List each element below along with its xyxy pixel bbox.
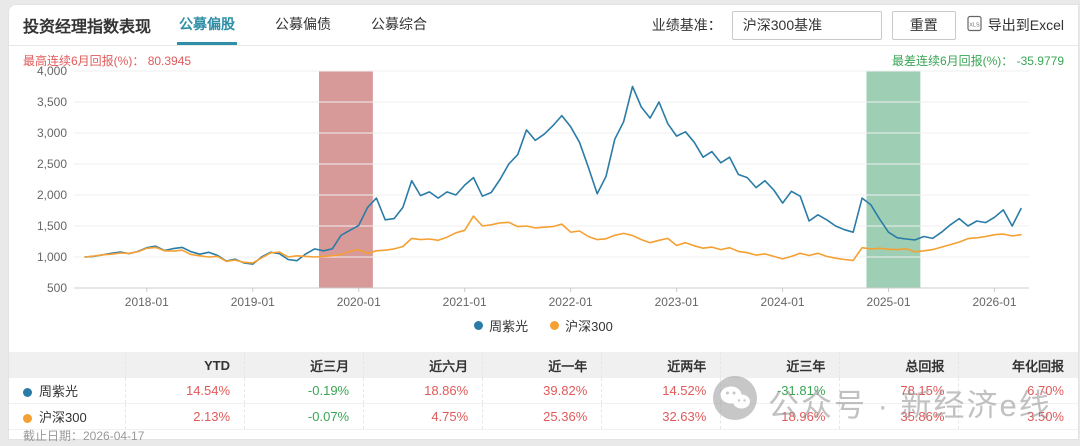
- header-bar: 投资经理指数表现 公募偏股 公募偏债 公募综合 业绩基准： 沪深300基准 重置…: [9, 5, 1078, 46]
- y-axis-label: 1,000: [37, 250, 67, 264]
- legend-label: 沪深300: [565, 319, 613, 334]
- return-value-cell: -0.19%: [244, 378, 364, 404]
- return-value-cell: 25.36%: [482, 403, 602, 430]
- worst-6m-return: 最差连续6月回报(%)： -35.9779: [892, 52, 1064, 69]
- worst-6m-value: -35.9779: [1016, 54, 1064, 68]
- y-axis-label: 3,000: [37, 126, 67, 140]
- return-value-cell: 14.52%: [601, 378, 721, 404]
- return-value-cell: 35.86%: [839, 403, 959, 430]
- table-header-cell: 年化回报: [958, 352, 1078, 378]
- table-header-cell: 近两年: [601, 352, 721, 378]
- excel-icon: XLS: [966, 15, 983, 35]
- series-dot: [23, 414, 32, 423]
- y-axis-label: 2,000: [37, 188, 67, 202]
- best-6m-return: 最高连续6月回报(%)： 80.3945: [23, 52, 191, 69]
- series-name[interactable]: 周紫光: [39, 384, 79, 399]
- export-excel-button[interactable]: XLS 导出到Excel: [966, 15, 1064, 35]
- return-value-cell: 14.54%: [124, 378, 245, 404]
- performance-table: YTD 近三月 近六月 近一年 近两年 近三年 总回报 年化回报周紫光 14.54% -0.19%…: [9, 352, 1078, 430]
- legend-item-manager[interactable]: 周紫光: [474, 316, 528, 335]
- table-header-row: YTD 近三月 近六月 近一年 近两年 近三年 总回报 年化回报: [9, 352, 1078, 378]
- table-header-cell: 近三年: [720, 352, 840, 378]
- as-of-date: 截止日期：2026-04-17: [23, 429, 145, 443]
- page-title: 投资经理指数表现: [23, 19, 152, 36]
- best-6m-value: 80.3945: [147, 54, 192, 68]
- tab-public-composite[interactable]: 公募综合: [371, 15, 428, 32]
- tab-public-equity[interactable]: 公募偏股: [177, 5, 238, 45]
- tab-public-bond[interactable]: 公募偏债: [275, 15, 332, 32]
- y-axis-label: 2,500: [37, 157, 67, 171]
- return-value-cell: 18.96%: [720, 403, 840, 430]
- panel-card: 投资经理指数表现 公募偏股 公募偏债 公募综合 业绩基准： 沪深300基准 重置…: [8, 4, 1080, 443]
- return-value-cell: 78.15%: [839, 378, 959, 404]
- x-axis-label: 2019-01: [231, 295, 275, 309]
- table-header-cell: 近三月: [244, 352, 364, 378]
- x-axis-label: 2023-01: [655, 295, 699, 309]
- worst-6m-label: 最差连续6月回报(%)：: [891, 54, 1014, 68]
- series-name-cell: 沪深300: [9, 403, 126, 430]
- table-header-cell: [9, 352, 126, 378]
- performance-line-chart[interactable]: 500 1,000 1,500 2,000 2,500 3,000 3,500 4,000 20…: [9, 61, 1080, 313]
- return-value-cell: 39.82%: [482, 378, 602, 404]
- return-value-cell: 2.13%: [124, 403, 245, 430]
- legend-item-benchmark[interactable]: 沪深300: [550, 316, 613, 335]
- svg-text:XLS: XLS: [969, 23, 980, 29]
- legend-label: 周紫光: [489, 319, 529, 334]
- series-name[interactable]: 沪深300: [39, 410, 87, 425]
- highlight-band-1: [866, 71, 921, 288]
- y-axis-label: 1,500: [37, 219, 67, 233]
- legend-dot-blue: [474, 321, 484, 330]
- return-value-cell: 4.75%: [363, 403, 483, 430]
- benchmark-value: 沪深300基准: [742, 17, 823, 33]
- x-axis-label: 2020-01: [337, 295, 381, 309]
- x-axis-label: 2018-01: [125, 295, 169, 309]
- table-header-cell: 近六月: [363, 352, 483, 378]
- x-axis-label: 2026-01: [972, 295, 1016, 309]
- series-name-cell: 周紫光: [9, 378, 126, 404]
- stats-row: 最高连续6月回报(%)： 80.3945 最差连续6月回报(%)： -35.97…: [9, 46, 1078, 69]
- series-line-1: [84, 215, 1022, 264]
- y-axis-label: 3,500: [37, 95, 67, 109]
- y-axis-label: 4,000: [37, 64, 67, 78]
- table-header-cell: 近一年: [482, 352, 602, 378]
- benchmark-label: 业绩基准：: [651, 17, 722, 33]
- table-row: 沪深300 2.13% -0.07% 4.75% 25.36% 32.63% 18.96% 3…: [9, 403, 1078, 430]
- export-label: 导出到Excel: [987, 17, 1064, 33]
- x-axis-label: 2021-01: [443, 295, 487, 309]
- return-value-cell: 18.86%: [363, 378, 483, 404]
- table-row: 周紫光 14.54% -0.19% 18.86% 39.82% 14.52% -31.81%…: [9, 378, 1078, 404]
- performance-table-wrap: YTD 近三月 近六月 近一年 近两年 近三年 总回报 年化回报周紫光 14.54% -0.19%…: [9, 352, 1078, 430]
- benchmark-select[interactable]: 沪深300基准: [731, 10, 882, 40]
- x-axis-label: 2024-01: [761, 295, 805, 309]
- x-axis-label: 2025-01: [867, 295, 911, 309]
- return-value-cell: -31.81%: [720, 378, 840, 404]
- best-6m-label: 最高连续6月回报(%)：: [23, 54, 145, 68]
- legend-dot-orange: [550, 321, 560, 330]
- series-dot: [23, 388, 32, 397]
- table-header-cell: YTD: [124, 352, 245, 378]
- header-controls: 业绩基准： 沪深300基准 重置 XLS 导出到Excel: [652, 5, 1064, 45]
- return-value-cell: -0.07%: [244, 403, 364, 430]
- chart-legend: 周紫光 沪深300: [9, 316, 1078, 335]
- reset-button[interactable]: 重置: [891, 10, 956, 40]
- y-axis-label: 500: [47, 281, 67, 295]
- x-axis-label: 2022-01: [549, 295, 593, 309]
- return-value-cell: 32.63%: [601, 403, 721, 430]
- tab-bar: 公募偏股 公募偏债 公募综合: [177, 5, 465, 45]
- table-header-cell: 总回报: [839, 352, 959, 378]
- return-value-cell: 3.50%: [958, 403, 1078, 430]
- return-value-cell: 6.70%: [958, 378, 1078, 404]
